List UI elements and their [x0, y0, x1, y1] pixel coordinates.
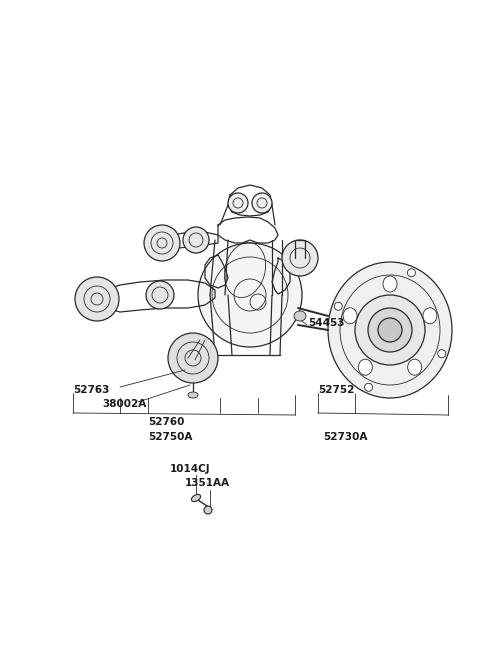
Ellipse shape: [365, 383, 372, 391]
Ellipse shape: [183, 227, 209, 253]
Ellipse shape: [438, 350, 446, 358]
Ellipse shape: [328, 262, 452, 398]
Ellipse shape: [146, 281, 174, 309]
Ellipse shape: [383, 276, 397, 292]
Text: 52752: 52752: [318, 385, 354, 395]
Text: 38002A: 38002A: [102, 399, 146, 409]
Ellipse shape: [343, 308, 357, 324]
Text: 52763: 52763: [73, 385, 109, 395]
Ellipse shape: [355, 295, 425, 365]
Ellipse shape: [198, 243, 302, 347]
Ellipse shape: [252, 193, 272, 213]
Ellipse shape: [144, 225, 180, 261]
Ellipse shape: [358, 359, 372, 375]
Ellipse shape: [368, 308, 412, 352]
Ellipse shape: [192, 495, 201, 502]
Ellipse shape: [378, 318, 402, 342]
Ellipse shape: [75, 277, 119, 321]
Text: 52750A: 52750A: [148, 432, 192, 442]
Ellipse shape: [408, 359, 422, 375]
Ellipse shape: [334, 302, 342, 310]
Ellipse shape: [204, 506, 212, 514]
Ellipse shape: [168, 333, 218, 383]
Text: 54453: 54453: [308, 318, 345, 328]
Text: 1014CJ: 1014CJ: [170, 464, 211, 474]
Ellipse shape: [228, 193, 248, 213]
Ellipse shape: [188, 392, 198, 398]
Ellipse shape: [408, 269, 415, 276]
Ellipse shape: [294, 311, 306, 321]
Text: 52730A: 52730A: [323, 432, 367, 442]
Ellipse shape: [423, 308, 437, 324]
Text: 1351AA: 1351AA: [185, 478, 230, 488]
Text: 52760: 52760: [148, 417, 184, 427]
Ellipse shape: [282, 240, 318, 276]
